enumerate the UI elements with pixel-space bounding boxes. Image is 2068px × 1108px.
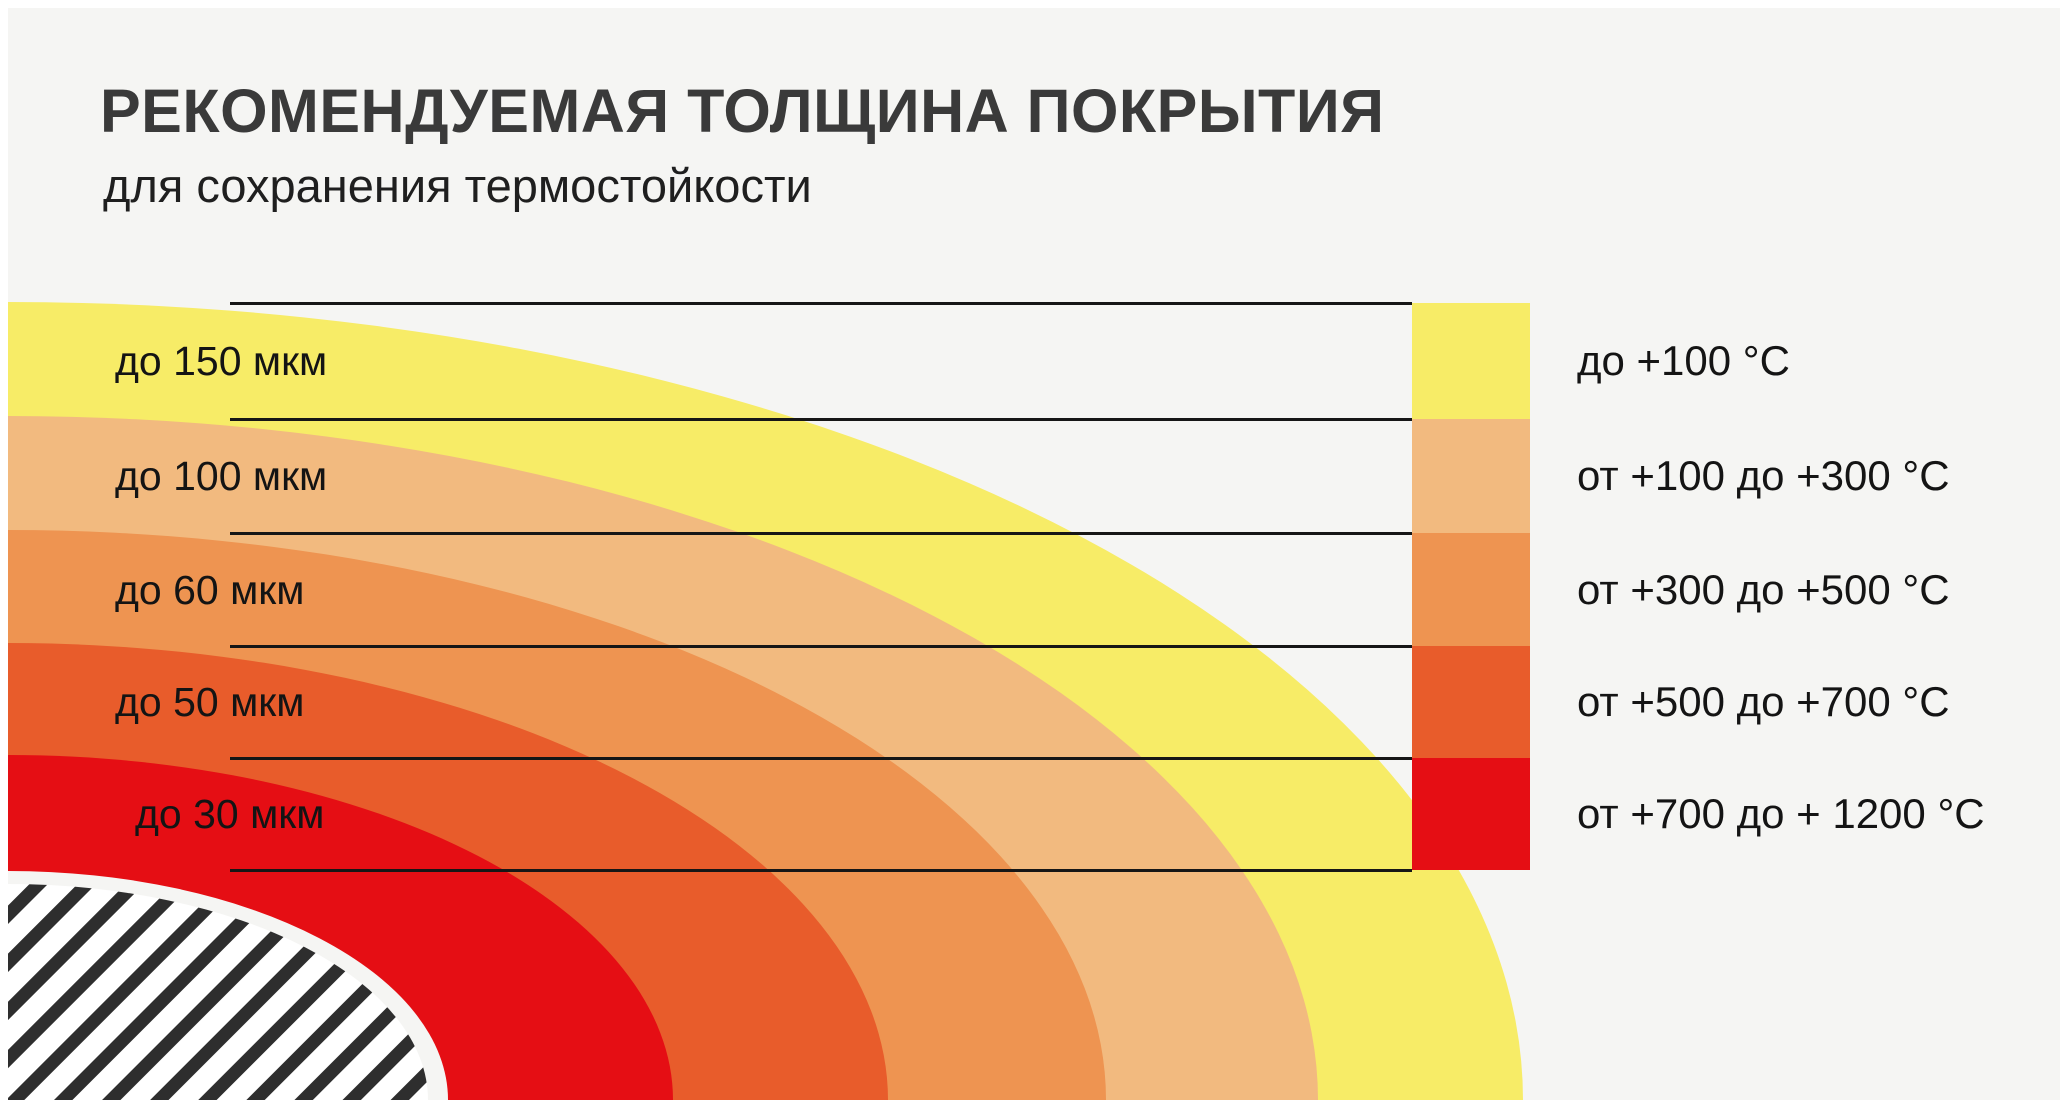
legend-label-2: от +100 до +300 °C	[1577, 452, 1950, 499]
legend-label-4: от +500 до +700 °C	[1577, 678, 1950, 725]
legend-swatch-5	[1412, 758, 1530, 870]
band-label-100mkm: до 100 мкм	[115, 452, 328, 499]
page-title: РЕКОМЕНДУЕМАЯ ТОЛЩИНА ПОКРЫТИЯ	[100, 77, 1385, 145]
legend-swatch-2	[1412, 419, 1530, 533]
band-label-50mkm: до 50 мкм	[115, 678, 305, 725]
band-label-30mkm: до 30 мкм	[135, 790, 325, 837]
legend-label-5: от +700 до + 1200 °C	[1577, 790, 1985, 837]
legend-swatch-1	[1412, 303, 1530, 419]
connector-line-1	[230, 302, 1412, 305]
connector-line-6	[230, 869, 1412, 872]
legend-label-1: до +100 °C	[1577, 337, 1790, 384]
connector-line-4	[230, 645, 1412, 648]
legend-label-3: от +300 до +500 °C	[1577, 565, 1950, 613]
connector-line-5	[230, 757, 1412, 760]
legend-swatch-3	[1412, 533, 1530, 646]
connector-line-2	[230, 418, 1412, 421]
legend-swatch-4	[1412, 646, 1530, 758]
substrate-hatched-core	[8, 884, 428, 1100]
band-label-60mkm: до 60 мкм	[115, 566, 305, 613]
page-subtitle: для сохранения термостойкости	[103, 159, 812, 212]
band-label-150mkm: до 150 мкм	[115, 337, 328, 384]
connector-line-3	[230, 532, 1412, 535]
